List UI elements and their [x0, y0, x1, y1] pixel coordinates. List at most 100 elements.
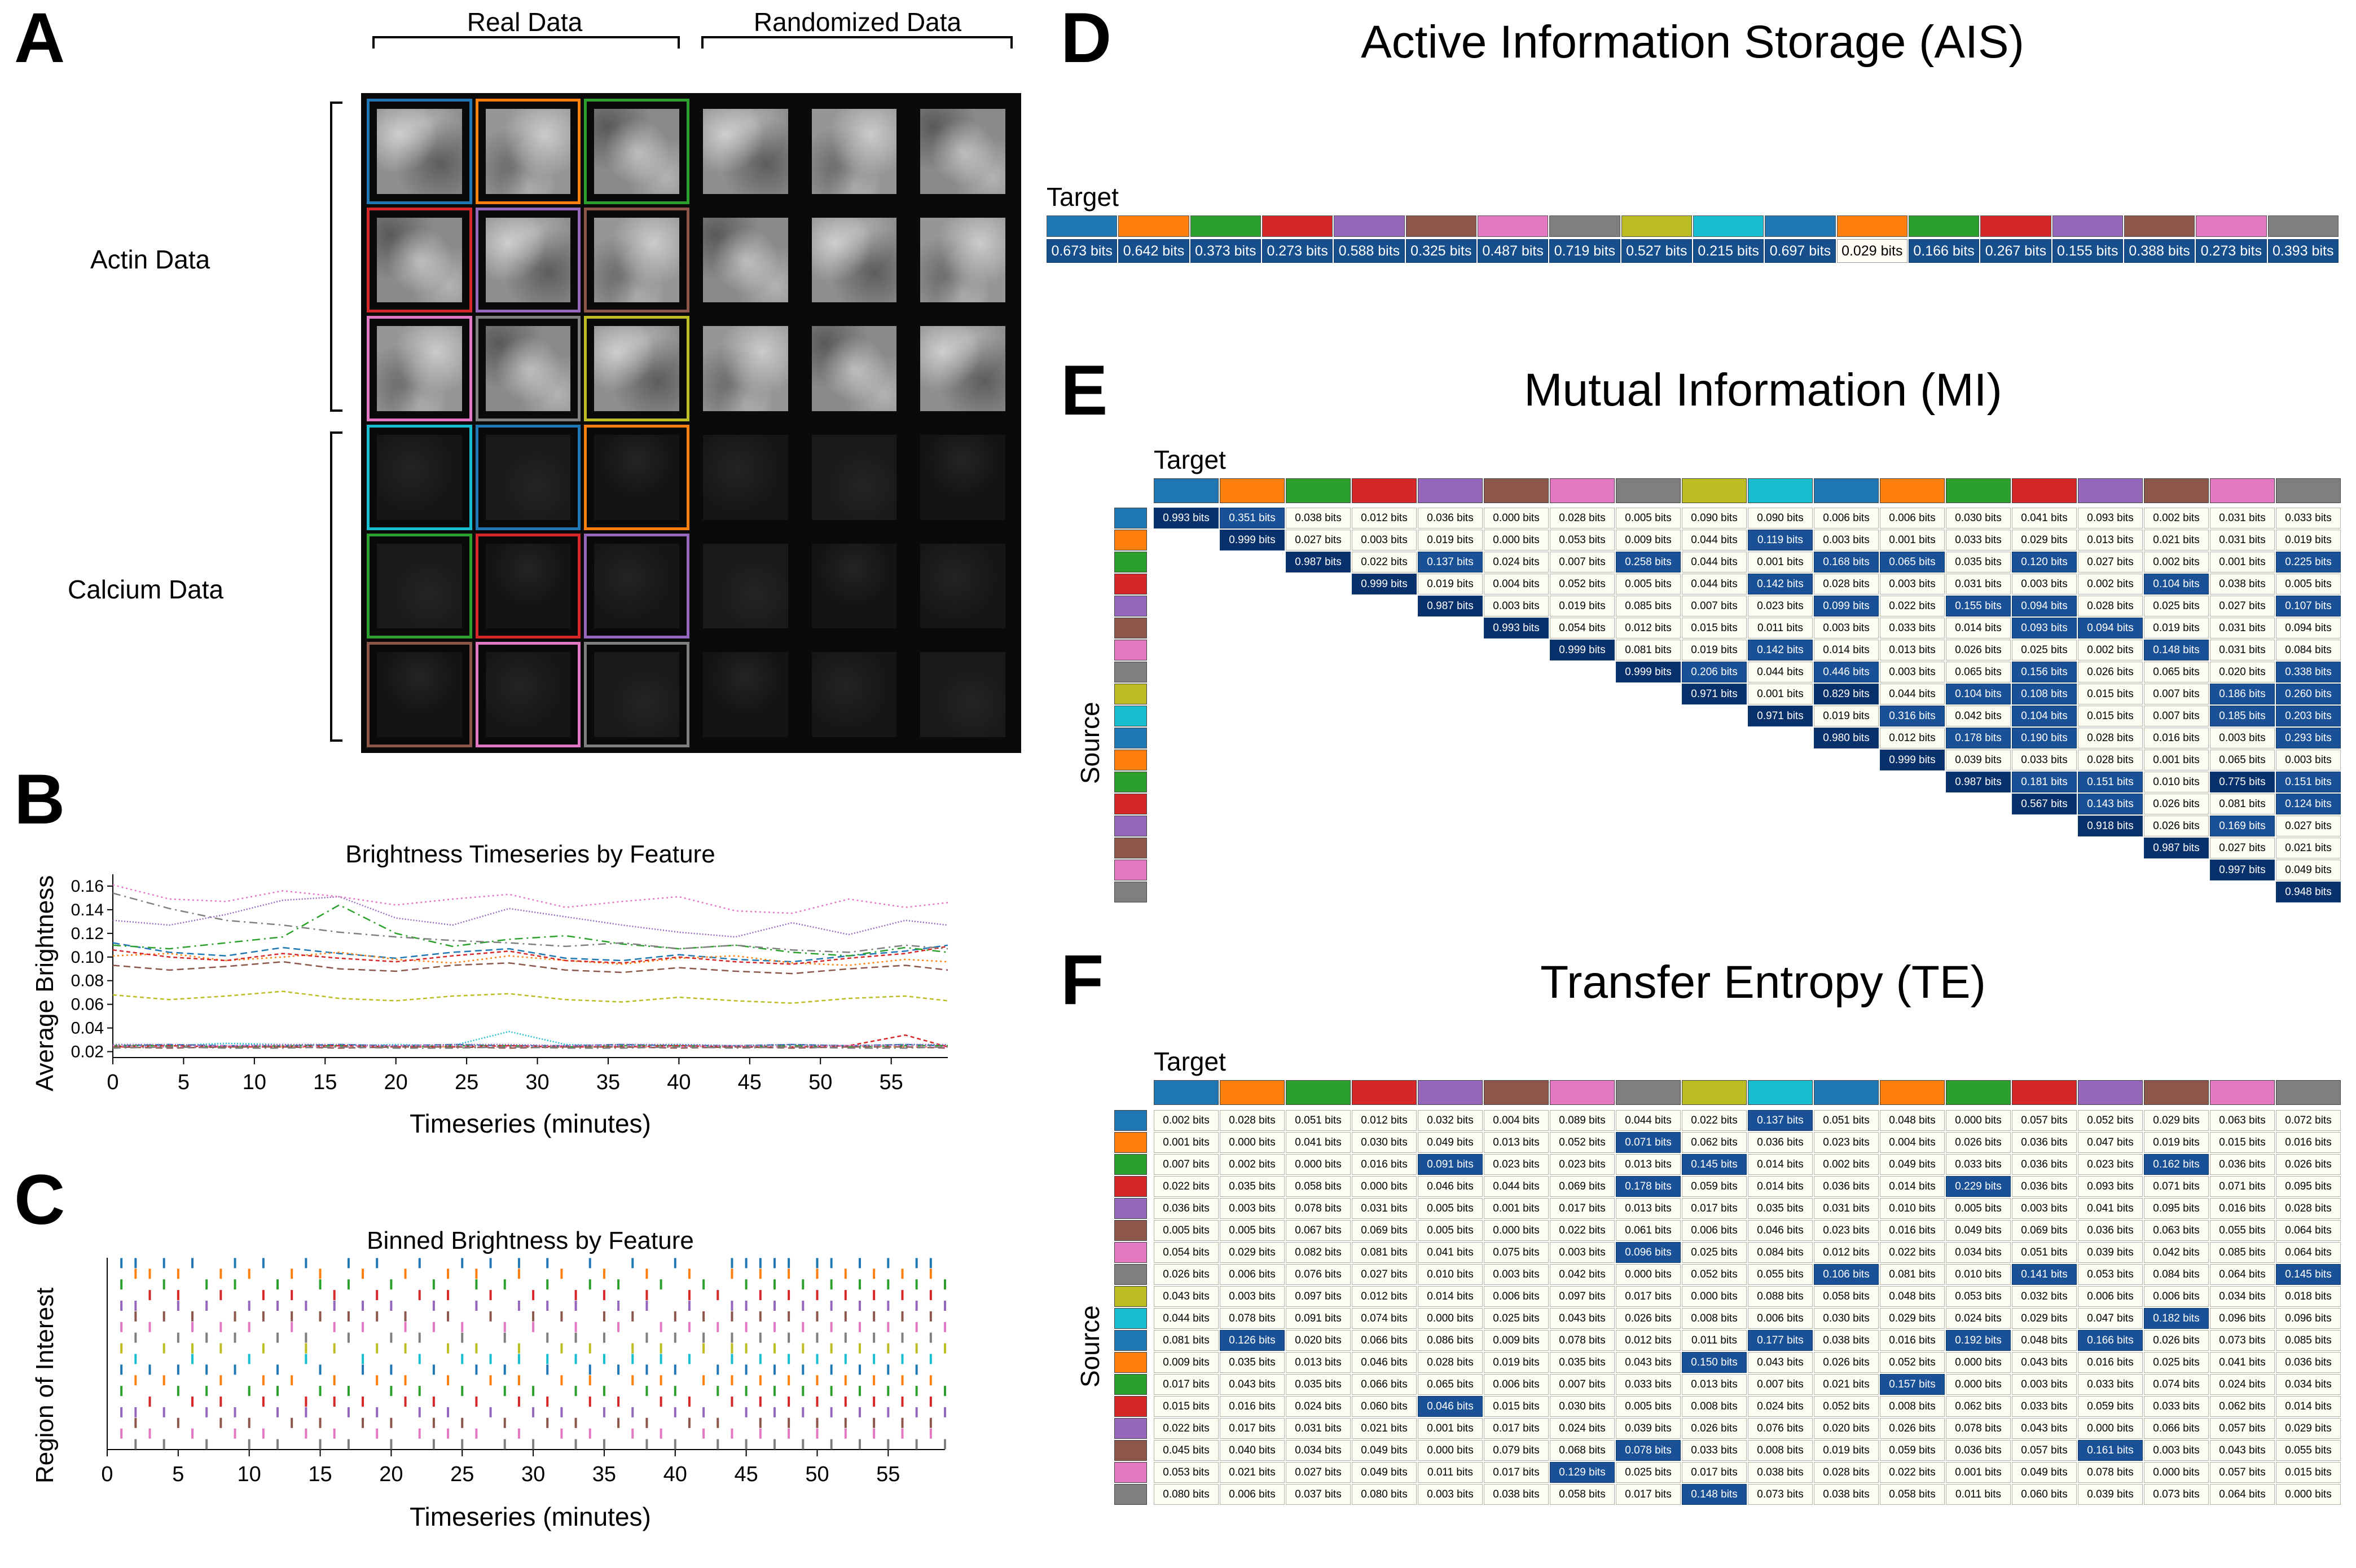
target-color-cell [2144, 1080, 2209, 1105]
mi-cell: 0.025 bits [2012, 640, 2077, 660]
x-tick-label: 40 [667, 1071, 691, 1094]
microscopy-image-cell [910, 316, 1016, 421]
te-cell: 0.017 bits [1484, 1418, 1549, 1439]
mi-cell: 0.028 bits [2078, 728, 2143, 748]
source-color-cell [1114, 772, 1147, 792]
te-cell: 0.017 bits [1550, 1198, 1615, 1219]
mi-cell: 0.031 bits [2210, 530, 2275, 550]
te-cell: 0.023 bits [1814, 1132, 1879, 1153]
te-cell: 0.059 bits [2078, 1396, 2143, 1417]
te-cell: 0.080 bits [1352, 1484, 1417, 1505]
source-color-cell [1114, 1176, 1147, 1197]
te-cell: 0.005 bits [1418, 1220, 1483, 1241]
mi-cell: 0.085 bits [1616, 596, 1681, 616]
te-cell: 0.106 bits [1814, 1264, 1879, 1285]
te-cell: 0.044 bits [1154, 1308, 1219, 1329]
te-cell: 0.000 bits [2276, 1484, 2341, 1505]
panel-d-letter: D [1061, 0, 1112, 77]
te-cell: 0.046 bits [1352, 1352, 1417, 1373]
mi-cell: 0.190 bits [2012, 728, 2077, 748]
actin-image [594, 217, 679, 303]
te-cell: 0.008 bits [1748, 1440, 1813, 1461]
microscopy-image-cell [475, 207, 581, 313]
mi-cell: 0.003 bits [1484, 596, 1549, 616]
mi-cell: 0.025 bits [2144, 596, 2209, 616]
te-target-label: Target [1154, 1047, 1226, 1076]
te-cell: 0.052 bits [1880, 1352, 1945, 1373]
chart-b-xlabel: Timeseries (minutes) [410, 1109, 651, 1138]
panel-c-letter: C [14, 1161, 65, 1239]
te-cell: 0.032 bits [2012, 1286, 2077, 1307]
target-color-cell [1550, 1080, 1615, 1105]
microscopy-image-cell [693, 425, 798, 530]
x-tick-label: 20 [379, 1463, 403, 1486]
mi-source-label: Source [1075, 702, 1105, 784]
te-cell: 0.001 bits [1154, 1132, 1219, 1153]
te-cell: 0.097 bits [1286, 1286, 1351, 1307]
source-color-cell [1114, 684, 1147, 704]
te-cell: 0.073 bits [2144, 1484, 2209, 1505]
te-cell: 0.022 bits [1880, 1242, 1945, 1263]
real-data-bracket [372, 36, 680, 49]
te-cell: 0.012 bits [1352, 1286, 1417, 1307]
mi-cell: 0.999 bits [1352, 574, 1417, 594]
actin-image [703, 326, 788, 411]
target-color-cell [1190, 215, 1261, 237]
te-cell: 0.041 bits [2210, 1352, 2275, 1373]
mi-cell: 0.019 bits [1550, 596, 1615, 616]
target-color-cell [2196, 215, 2267, 237]
te-cell: 0.150 bits [1682, 1352, 1747, 1373]
te-cell: 0.004 bits [1484, 1110, 1549, 1131]
te-cell: 0.025 bits [1484, 1308, 1549, 1329]
mi-cell: 0.019 bits [1682, 640, 1747, 660]
te-cell: 0.023 bits [1550, 1154, 1615, 1175]
target-color-cell [1154, 478, 1219, 503]
te-cell: 0.031 bits [1352, 1198, 1417, 1219]
calcium-image [811, 652, 897, 737]
te-cell: 0.039 bits [2078, 1242, 2143, 1263]
mi-cell: 0.026 bits [2078, 662, 2143, 682]
te-cell: 0.066 bits [1352, 1330, 1417, 1351]
microscopy-image-cell [584, 99, 689, 204]
mi-cell: 0.014 bits [1814, 640, 1879, 660]
mi-cell: 0.022 bits [1352, 552, 1417, 572]
target-color-cell [1946, 1080, 2011, 1105]
te-cell: 0.026 bits [2276, 1154, 2341, 1175]
te-cell: 0.038 bits [1814, 1484, 1879, 1505]
te-cell: 0.013 bits [1286, 1352, 1351, 1373]
mi-cell: 0.090 bits [1748, 508, 1813, 528]
ais-value-cell: 0.273 bits [2196, 239, 2267, 263]
te-cell: 0.078 bits [1616, 1440, 1681, 1461]
mi-cell: 0.019 bits [1418, 530, 1483, 550]
te-cell: 0.078 bits [2078, 1462, 2143, 1483]
y-tick-label: 0.10 [71, 948, 104, 967]
te-cell: 0.017 bits [1220, 1418, 1285, 1439]
mi-cell: 0.002 bits [2078, 574, 2143, 594]
source-color-cell [1114, 1264, 1147, 1285]
te-cell: 0.029 bits [1220, 1242, 1285, 1263]
mi-cell: 0.258 bits [1616, 552, 1681, 572]
te-cell: 0.064 bits [2276, 1220, 2341, 1241]
te-cell: 0.000 bits [1418, 1308, 1483, 1329]
te-cell: 0.023 bits [1484, 1154, 1549, 1175]
te-cell: 0.048 bits [1880, 1110, 1945, 1131]
te-cell: 0.057 bits [2210, 1462, 2275, 1483]
x-tick-label: 45 [738, 1071, 762, 1094]
microscopy-image-cell [475, 642, 581, 747]
te-cell: 0.000 bits [1682, 1286, 1747, 1307]
microscopy-image-cell [693, 208, 798, 313]
te-cell: 0.033 bits [1946, 1154, 2011, 1175]
mi-cell: 0.186 bits [2210, 684, 2275, 704]
te-cell: 0.059 bits [1880, 1440, 1945, 1461]
te-cell: 0.053 bits [1154, 1462, 1219, 1483]
mi-cell: 0.999 bits [1220, 530, 1285, 550]
y-tick-label: 0.12 [71, 924, 104, 943]
mi-cell: 0.003 bits [1814, 530, 1879, 550]
source-color-cell [1114, 1242, 1147, 1263]
te-cell: 0.091 bits [1418, 1154, 1483, 1175]
calcium-image [920, 543, 1005, 629]
te-cell: 0.061 bits [1616, 1220, 1681, 1241]
te-cell: 0.044 bits [1484, 1176, 1549, 1197]
te-cell: 0.001 bits [1484, 1198, 1549, 1219]
